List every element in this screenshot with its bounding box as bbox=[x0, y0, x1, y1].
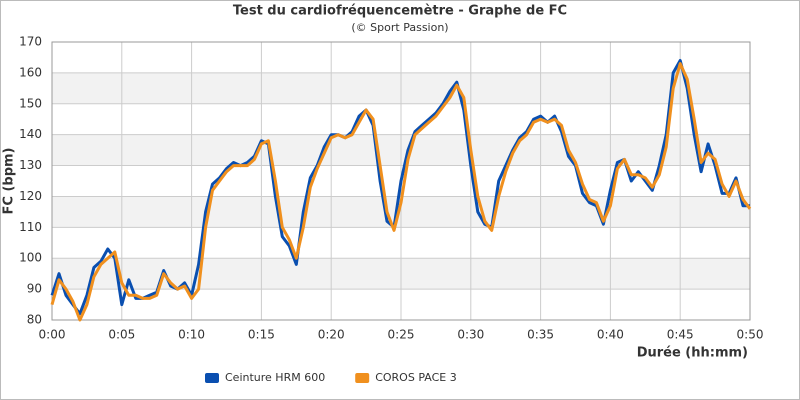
y-tick-label: 110 bbox=[19, 220, 42, 234]
x-tick-label: 0:05 bbox=[108, 328, 135, 342]
x-tick-label: 0:30 bbox=[457, 328, 484, 342]
x-tick-label: 0:50 bbox=[737, 328, 764, 342]
legend-swatch bbox=[355, 373, 370, 383]
x-tick-label: 0:10 bbox=[178, 328, 205, 342]
x-tick-label: 0:00 bbox=[39, 328, 66, 342]
x-tick-label: 0:15 bbox=[248, 328, 275, 342]
chart-subtitle: (© Sport Passion) bbox=[351, 21, 448, 34]
x-tick-label: 0:40 bbox=[597, 328, 624, 342]
y-axis-label: FC (bpm) bbox=[2, 148, 17, 215]
legend-label: COROS PACE 3 bbox=[375, 371, 457, 384]
chart-title: Test du cardiofréquencemètre - Graphe de… bbox=[233, 4, 567, 19]
y-tick-label: 100 bbox=[19, 251, 42, 265]
y-tick-label: 90 bbox=[27, 282, 42, 296]
x-tick-label: 0:20 bbox=[318, 328, 345, 342]
y-tick-label: 160 bbox=[19, 65, 42, 79]
y-tick-label: 120 bbox=[19, 189, 42, 203]
legend-swatch bbox=[205, 373, 219, 383]
y-tick-label: 170 bbox=[19, 35, 42, 49]
line-series bbox=[50, 62, 752, 322]
y-tick-label: 140 bbox=[19, 127, 42, 141]
plot-border bbox=[51, 41, 751, 321]
legend-label: Ceinture HRM 600 bbox=[225, 371, 325, 384]
y-tick-label: 130 bbox=[19, 158, 42, 172]
y-tick-label: 80 bbox=[27, 313, 42, 327]
x-tick-label: 0:25 bbox=[388, 328, 415, 342]
x-axis-label: Durée (hh:mm) bbox=[637, 346, 748, 361]
x-tick-label: 0:45 bbox=[667, 328, 694, 342]
y-tick-label: 150 bbox=[19, 96, 42, 110]
x-tick-label: 0:35 bbox=[527, 328, 554, 342]
